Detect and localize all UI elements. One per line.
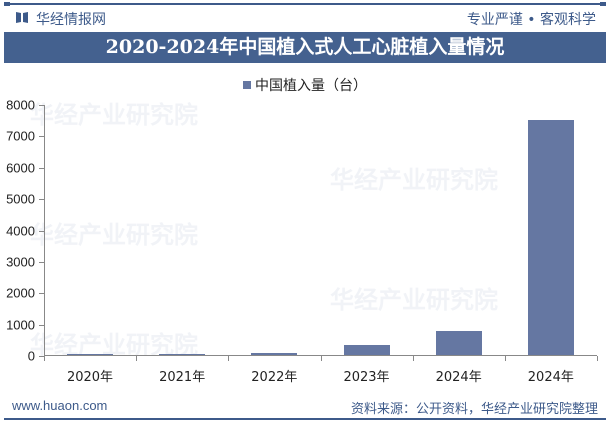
x-tick [320, 356, 322, 361]
y-tick [39, 293, 44, 295]
bar [67, 354, 114, 355]
footer: www.huaon.com 资料来源：公开资料，华经产业研究院整理 [0, 396, 610, 417]
x-tick-label: 2024年 [435, 370, 482, 385]
bar [251, 352, 298, 355]
data-source: 资料来源：公开资料，华经产业研究院整理 [350, 402, 598, 417]
x-tick-label: 2021年 [159, 370, 206, 385]
brand-logo-icon [16, 12, 28, 23]
bar [527, 119, 574, 355]
y-tick-label: 7000 [6, 128, 35, 144]
y-tick-label: 1000 [6, 317, 35, 333]
y-tick-label: 4000 [6, 223, 35, 238]
x-tick [228, 356, 230, 361]
x-tick-label: 2020年 [66, 370, 114, 385]
bar [159, 353, 206, 355]
y-tick [39, 324, 44, 326]
y-tick [39, 356, 44, 357]
slogan: 专业严谨 • 客观科学 [466, 12, 596, 28]
y-tick-label: 5000 [6, 191, 35, 207]
y-tick-label: 3000 [6, 254, 35, 270]
y-tick [39, 105, 44, 106]
y-tick [39, 136, 44, 138]
legend-label: 中国植入量（台） [255, 78, 367, 94]
chart-title: 2020-2024年中国植入式人工心脏植入量情况 [4, 32, 606, 63]
header: 华经情报网 专业严谨 • 客观科学 [0, 6, 610, 30]
x-tick [504, 356, 506, 361]
y-tick [39, 199, 44, 201]
y-axis [44, 105, 45, 356]
x-tick-label: 2024年 [527, 370, 574, 385]
plot-area: 0 1000 2000 3000 4000 5000 6000 7000 8000 [6, 98, 598, 364]
bottom-border [4, 418, 606, 420]
site-url: www.huaon.com [12, 398, 108, 413]
x-tick [44, 356, 45, 361]
y-tick [39, 230, 44, 232]
chart-legend: 中国植入量（台） [0, 75, 610, 95]
bar [435, 331, 482, 355]
bar [343, 344, 390, 355]
y-tick-label: 6000 [6, 160, 35, 176]
x-tick [412, 356, 414, 361]
legend-swatch-icon [243, 81, 251, 89]
y-tick-label: 2000 [6, 285, 35, 301]
y-tick-label: 0 [27, 348, 35, 364]
x-tick [597, 356, 598, 361]
y-tick [39, 261, 44, 263]
y-tick [39, 167, 44, 169]
x-tick-label: 2022年 [251, 370, 298, 385]
y-tick-label: 8000 [6, 97, 35, 113]
x-tick [136, 356, 138, 361]
brand-name: 华经情报网 [36, 12, 106, 28]
x-axis [44, 355, 597, 356]
x-tick-label: 2023年 [343, 370, 390, 385]
top-border [4, 2, 606, 6]
